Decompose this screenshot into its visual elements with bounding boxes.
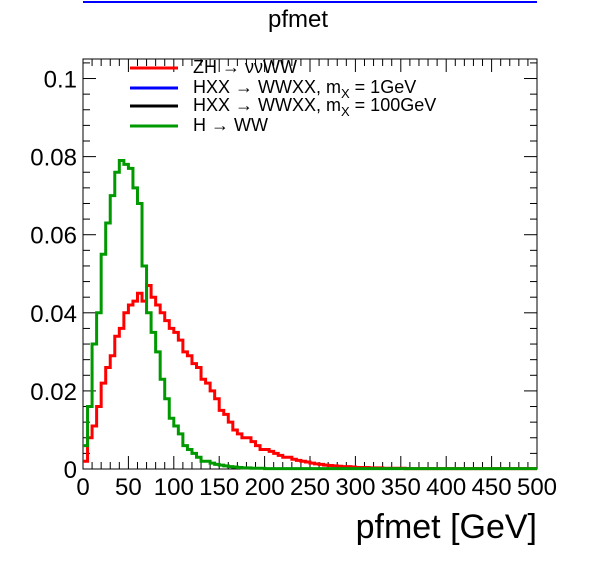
y-tick-label: 0 <box>64 457 77 484</box>
y-tick-label: 0.08 <box>30 145 77 172</box>
legend-subscript: X <box>341 86 350 101</box>
legend-entry: H → WW <box>193 115 268 135</box>
x-tick-label: 350 <box>381 474 421 501</box>
chart-title: pfmet <box>268 6 328 33</box>
x-tick-label: 100 <box>154 474 194 501</box>
y-tick-label: 0.1 <box>44 67 77 94</box>
x-axis-label: pfmet [GeV] <box>356 508 537 546</box>
legend-entry: ZH → ννWW <box>193 57 297 77</box>
series-line-h-ww <box>83 159 537 471</box>
plot-frame <box>82 58 538 470</box>
x-tick-label: 0 <box>76 474 89 501</box>
x-tick-label: 450 <box>472 474 512 501</box>
y-tick-label: 0.02 <box>30 379 77 406</box>
x-tick-label: 400 <box>426 474 466 501</box>
x-tick-label: 500 <box>517 474 557 501</box>
y-tick-label: 0.04 <box>30 301 77 328</box>
x-tick-label: 300 <box>335 474 375 501</box>
x-tick-label: 150 <box>199 474 239 501</box>
x-tick-label: 200 <box>245 474 285 501</box>
x-tick-label: 250 <box>290 474 330 501</box>
y-tick-label: 0.06 <box>30 223 77 250</box>
x-tick-label: 50 <box>115 474 142 501</box>
ticks-layer: 0 50 100 150 200 250 300 350 400 450 500 0 0.02 0.04 0… <box>30 59 557 501</box>
legend-tail: = 100GeV <box>350 95 437 115</box>
series-layer <box>83 159 537 471</box>
legend-subscript: X <box>341 104 350 119</box>
legend-tail: = 1GeV <box>350 77 417 97</box>
